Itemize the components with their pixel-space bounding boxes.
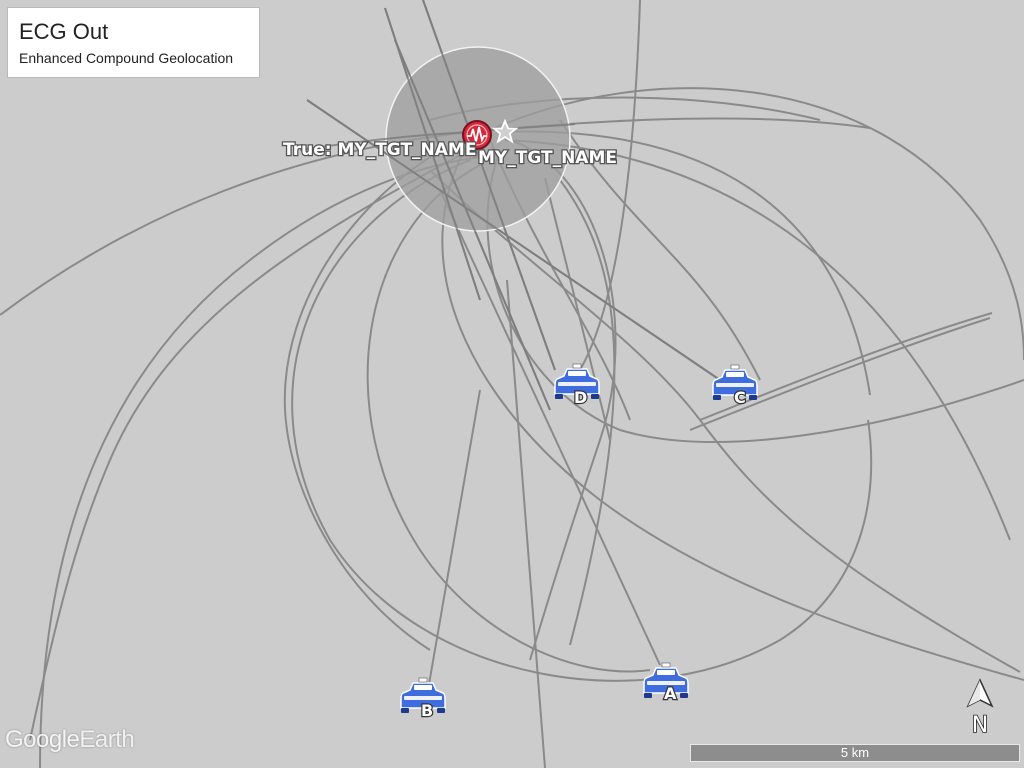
watermark-google: Google [5,726,80,753]
arc-line [486,149,1024,443]
arc-line [489,87,1024,361]
bearing-line [427,389,481,691]
scale-bar-track [690,744,1020,762]
arc-line [291,159,873,682]
arc-line [499,130,871,396]
arc-line [559,179,616,646]
bearing-line [439,189,661,666]
ecg-target-marker-icon[interactable] [462,120,492,150]
sensor-D-label: D [574,388,587,407]
panel-title: ECG Out [19,19,109,44]
star-icon[interactable] [491,118,519,144]
scale-bar: 5 km [690,744,1020,762]
sensor-B-label: B [421,701,433,720]
arc-line [29,149,471,741]
sensor-C-label: C [734,388,746,407]
estimate-target-label: MY_TGT_NAME [478,148,617,168]
sensor-C[interactable]: C [712,364,758,408]
true-target-label: True: MY_TGT_NAME [283,140,476,160]
bearing-line [506,279,546,768]
title-panel: ECG Out Enhanced Compound Geolocation [7,7,260,78]
sensor-A-label: A [664,684,677,703]
bearing-line [544,177,611,441]
north-arrow-icon[interactable]: N [964,676,996,738]
sensor-D[interactable]: D [554,363,600,408]
arc-line [699,312,993,421]
arc-line [504,139,1011,541]
sensor-A[interactable]: A [643,662,689,704]
watermark-earth: Earth [79,726,135,753]
scale-bar-label: 5 km [840,745,870,760]
geolocation-lines-overlay [299,0,721,411]
sensor-B[interactable]: B [400,677,446,721]
google-earth-watermark: GoogleEarth [5,726,135,754]
arc-line [441,139,1024,681]
arc-line [366,164,651,673]
north-label: N [972,713,988,738]
arc-line [579,0,641,371]
arc-line [559,119,761,381]
arc-line [689,317,991,431]
panel-subtitle: Enhanced Compound Geolocation [19,50,234,66]
